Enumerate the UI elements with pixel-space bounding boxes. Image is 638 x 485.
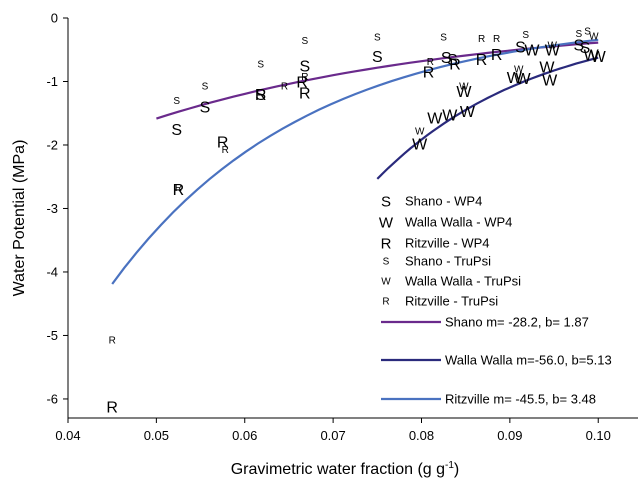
data-point: W — [516, 71, 532, 88]
legend-label: Shano m= -28.2, b= 1.87 — [445, 315, 589, 330]
data-point: R — [173, 182, 185, 199]
data-point: W — [456, 84, 472, 101]
y-tick-label: -6 — [46, 391, 58, 406]
data-point: W — [539, 60, 555, 77]
data-point: S — [200, 100, 211, 117]
data-point: R — [217, 135, 229, 152]
data-point: R — [106, 399, 118, 416]
legend-label: Ritzville - TruPsi — [405, 294, 498, 309]
data-point: R — [449, 56, 461, 73]
data-point: S — [302, 36, 309, 47]
legend-marker: R — [382, 297, 389, 308]
data-point: R — [423, 65, 435, 82]
legend-label: Walla Walla m=-56.0, b=5.13 — [445, 353, 612, 368]
data-point: W — [584, 48, 600, 65]
legend: S Shano - WP4 W Walla Walla - WP4 R Ritzville… — [379, 193, 612, 406]
axis-ticks: 0.04 0.05 0.06 0.07 0.08 0.09 0.10 0 -1 -2 -3 -4 -5 -… — [46, 11, 610, 444]
data-point: S — [202, 82, 209, 93]
y-tick-label: -1 — [46, 74, 58, 89]
data-point: W — [514, 64, 524, 75]
x-tick-label: 0.09 — [497, 428, 522, 443]
data-point: S — [441, 50, 452, 67]
fit-line — [376, 56, 599, 180]
legend-label: Shano - TruPsi — [405, 254, 491, 269]
data-point: R — [109, 336, 116, 347]
y-tick-label: -3 — [46, 201, 58, 216]
data-point: R — [476, 52, 488, 69]
y-tick-label: -2 — [46, 137, 58, 152]
data-point: W — [507, 70, 523, 87]
data-point: S — [580, 40, 591, 57]
data-point: R — [299, 86, 311, 103]
x-tick-label: 0.04 — [55, 428, 80, 443]
y-tick-label: 0 — [51, 11, 58, 26]
data-point: W — [412, 136, 428, 153]
data-point: W — [459, 82, 469, 93]
data-point: R — [478, 34, 485, 45]
data-point: S — [171, 122, 182, 139]
x-axis-title: Gravimetric water fraction (g g-1) — [231, 460, 460, 478]
data-point: W — [427, 110, 443, 127]
data-point: S — [584, 26, 591, 37]
data-point: W — [589, 31, 599, 42]
data-point: S — [575, 29, 582, 40]
data-point: R — [222, 145, 229, 156]
fit-lines — [111, 38, 599, 285]
data-point: S — [440, 33, 447, 44]
data-point: R — [493, 34, 500, 45]
legend-label: Ritzville - WP4 — [405, 236, 490, 251]
data-point: R — [281, 82, 288, 93]
data-point: S — [372, 49, 383, 66]
data-point: S — [573, 37, 584, 54]
data-point: W — [542, 72, 558, 89]
x-tick-label: 0.05 — [144, 428, 169, 443]
data-point: W — [460, 104, 476, 121]
data-point: W — [442, 107, 458, 124]
legend-marker: W — [381, 277, 391, 288]
data-point: S — [374, 33, 381, 44]
legend-label: Walla Walla - TruPsi — [405, 274, 521, 289]
data-point: S — [300, 58, 311, 75]
y-tick-label: -4 — [46, 264, 58, 279]
legend-label: Ritzville m= -45.5, b= 3.48 — [445, 392, 596, 407]
data-point: W — [524, 43, 540, 60]
y-axis-title: Water Potential (MPa) — [11, 140, 28, 297]
data-point: S — [447, 52, 458, 69]
data-point: S — [173, 96, 180, 107]
data-point: R — [491, 47, 503, 64]
data-point: S — [522, 30, 529, 41]
legend-label: Shano - WP4 — [405, 194, 482, 209]
data-point: R — [427, 57, 434, 68]
legend-marker: S — [383, 257, 390, 268]
x-tick-label: 0.07 — [320, 428, 345, 443]
plot-area — [67, 18, 638, 419]
data-point: W — [548, 40, 558, 51]
data-point: S — [255, 87, 266, 104]
data-point: W — [415, 127, 425, 138]
legend-marker: W — [379, 214, 394, 231]
data-point: W — [545, 43, 561, 60]
data-point: W — [591, 49, 607, 66]
data-point: R — [296, 74, 308, 91]
x-tick-label: 0.06 — [232, 428, 257, 443]
data-point: R — [301, 72, 308, 83]
data-point: S — [257, 59, 264, 70]
data-point: R — [175, 183, 182, 194]
fit-line — [111, 38, 599, 285]
x-tick-label: 0.08 — [409, 428, 434, 443]
legend-label: Walla Walla - WP4 — [405, 215, 512, 230]
y-tick-label: -5 — [46, 328, 58, 343]
data-point: R — [255, 87, 267, 104]
x-tick-label: 0.10 — [586, 428, 611, 443]
legend-marker: R — [381, 235, 392, 252]
legend-marker: S — [381, 193, 391, 210]
data-point: S — [515, 39, 526, 56]
